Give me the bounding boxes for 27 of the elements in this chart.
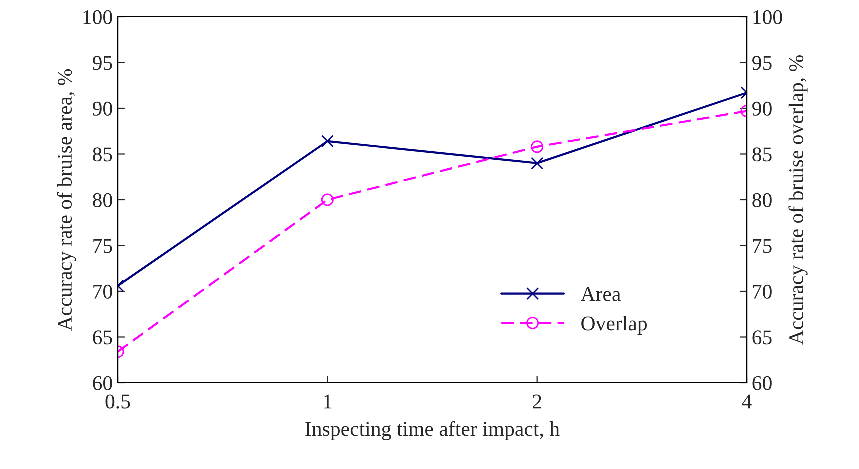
y2-tick-label: 80 — [752, 193, 772, 208]
legend-label: Area — [580, 287, 621, 302]
y2-tick-label: 90 — [752, 102, 772, 116]
y2-tick-label: 60 — [752, 376, 772, 390]
y-tick-label: 85 — [93, 148, 112, 162]
x-axis-title: Inspecting time after impact, h — [306, 421, 560, 440]
y2-tick-label: 75 — [753, 239, 772, 254]
legend-label: Overlap — [582, 316, 648, 335]
y2-axis-title: Accuracy rate of bruise overlap, % — [788, 56, 808, 345]
x-tick-label: 1 — [324, 394, 332, 409]
y-tick-label: 100 — [84, 10, 112, 24]
y-tick-label: 95 — [92, 56, 112, 70]
x-tick-label: 2 — [533, 394, 542, 409]
y-tick-label: 65 — [93, 330, 112, 345]
y2-tick-label: 70 — [753, 284, 772, 299]
x-tick-label: 4 — [742, 394, 752, 409]
y-tick-label: 80 — [93, 193, 112, 208]
x-tick-label: 0.5 — [106, 394, 130, 409]
y-tick-label: 75 — [94, 239, 112, 254]
y-tick-label: 60 — [93, 376, 112, 390]
y-tick-label: 70 — [94, 284, 112, 299]
y-axis-title: Accuracy rate of bruise area, % — [57, 69, 76, 332]
y2-tick-label: 65 — [752, 330, 772, 345]
y2-tick-label: 95 — [752, 56, 772, 70]
y2-tick-label: 100 — [754, 10, 782, 24]
y2-tick-label: 85 — [752, 148, 772, 162]
y-tick-label: 90 — [92, 102, 112, 116]
